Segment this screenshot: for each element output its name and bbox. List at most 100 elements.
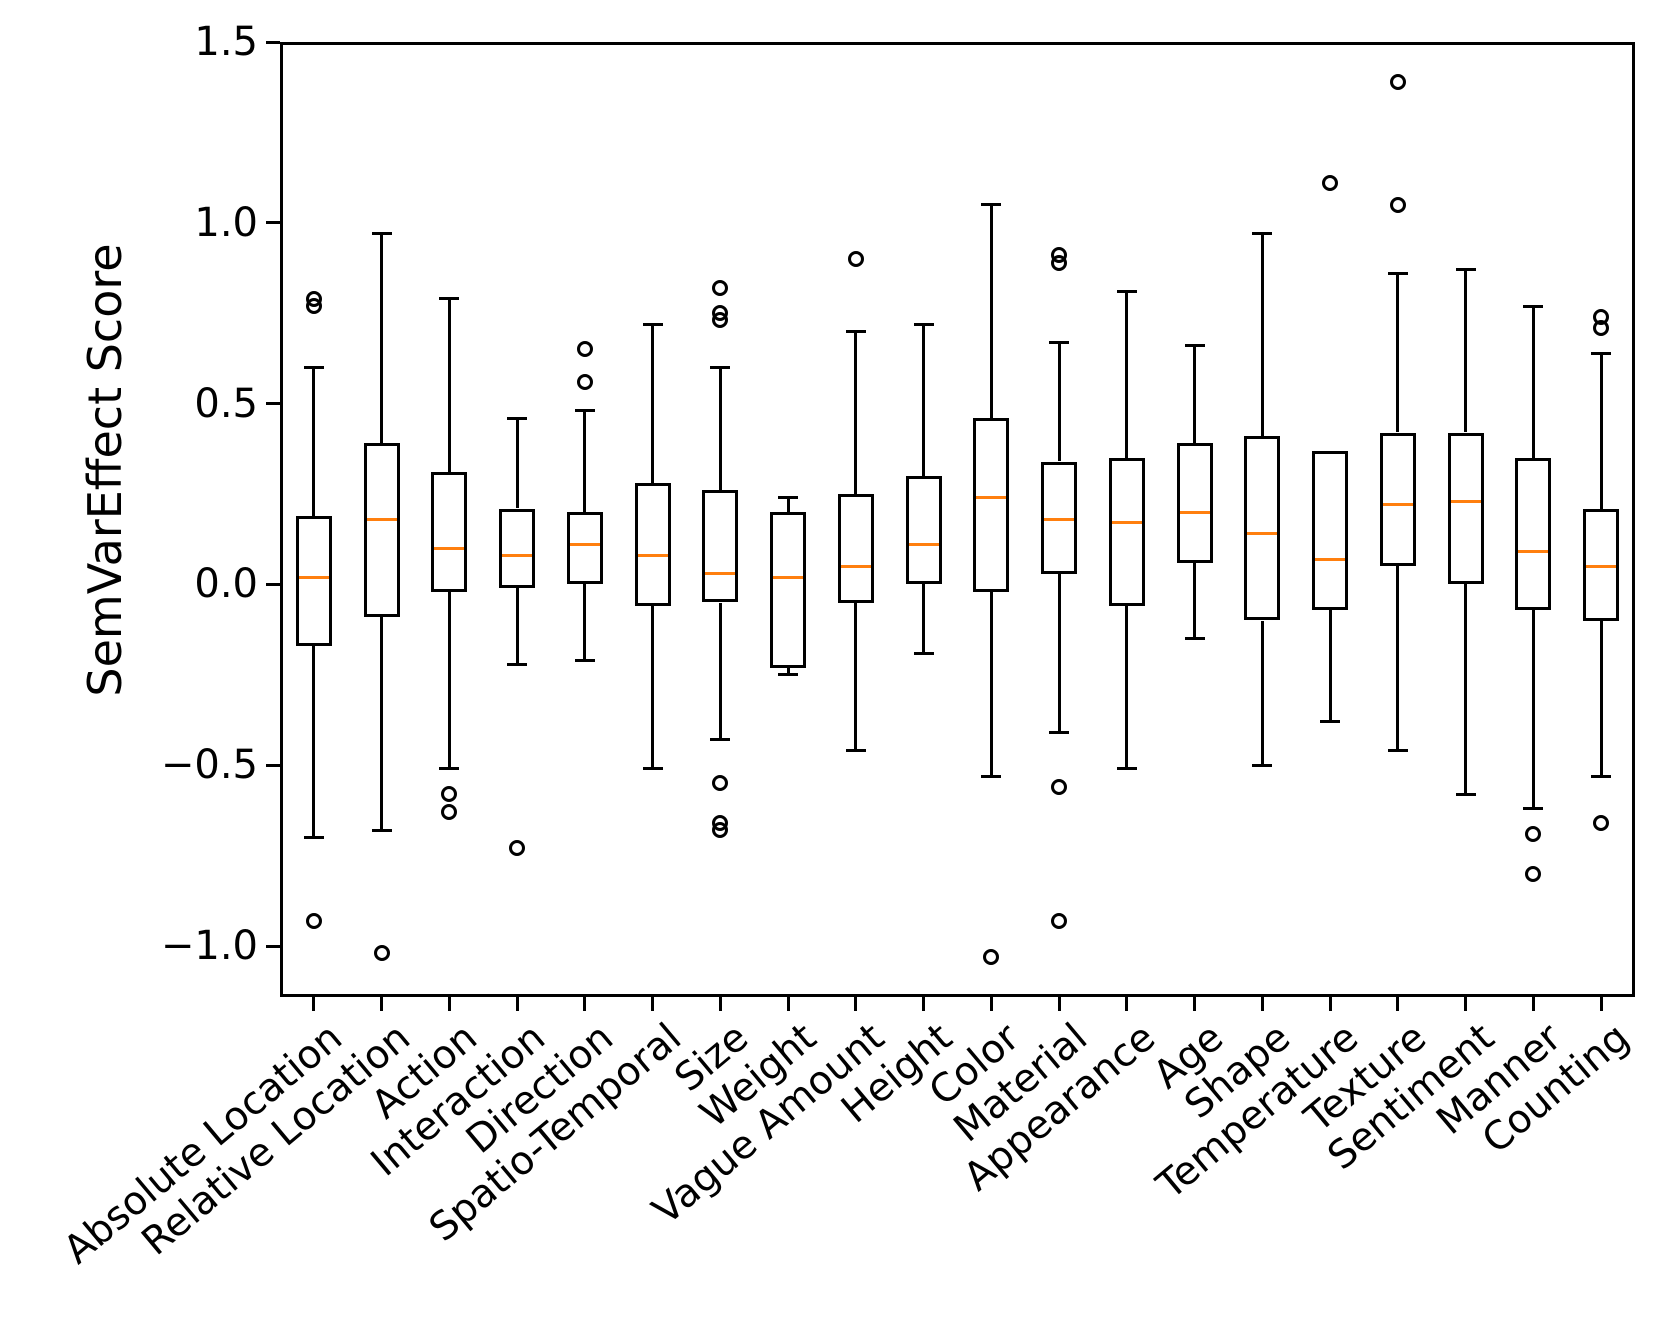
median-color (976, 496, 1007, 500)
cap-upper-interaction (507, 416, 528, 420)
whisker-upper-direction (583, 410, 587, 512)
y-tick-label: 1.0 (194, 199, 258, 246)
whisker-upper-shape (1260, 233, 1264, 437)
flier-point-direction (576, 341, 593, 358)
cap-upper-texture (1387, 271, 1408, 275)
y-tick (266, 582, 280, 586)
cap-upper-size (710, 365, 731, 369)
whisker-lower-appearance (1125, 606, 1129, 769)
cap-lower-size (710, 738, 731, 742)
whisker-lower-spatio-temporal (651, 606, 655, 769)
y-tick (266, 221, 280, 225)
whisker-upper-material (1057, 342, 1061, 462)
whisker-upper-weight (786, 497, 790, 513)
whisker-lower-temperature (1328, 609, 1332, 722)
x-tick (1464, 997, 1468, 1011)
flier-point-manner (1525, 865, 1542, 882)
flier-point-size (712, 775, 729, 792)
flier-point-absolute-location (305, 912, 322, 929)
x-tick (1193, 997, 1197, 1011)
cap-upper-vague-amount (845, 329, 866, 333)
cap-lower-direction (574, 658, 595, 662)
whisker-lower-shape (1260, 620, 1264, 766)
whisker-upper-interaction (515, 418, 519, 509)
cap-upper-appearance (1116, 290, 1137, 293)
flier-point-action (441, 786, 458, 803)
box-action (431, 472, 468, 592)
whisker-lower-interaction (515, 588, 519, 664)
whisker-lower-texture (1396, 566, 1400, 751)
cap-upper-direction (574, 409, 595, 413)
cap-upper-age (1184, 344, 1205, 348)
box-spatio-temporal (634, 483, 671, 607)
whisker-lower-height (922, 584, 926, 654)
flier-point-manner (1525, 825, 1542, 842)
whisker-upper-manner (1531, 306, 1535, 458)
whisker-upper-height (922, 324, 926, 476)
x-tick (786, 997, 790, 1011)
cap-lower-age (1184, 637, 1205, 641)
y-tick-label: −0.5 (160, 742, 258, 789)
whisker-upper-action (447, 298, 451, 473)
box-appearance (1108, 457, 1145, 607)
median-vague-amount (840, 564, 871, 568)
x-tick (312, 997, 316, 1011)
cap-upper-spatio-temporal (642, 322, 663, 326)
x-tick (651, 997, 655, 1011)
flier-point-texture (1389, 196, 1406, 213)
cap-upper-counting (1591, 351, 1612, 355)
flier-point-relative-location (373, 945, 390, 962)
median-shape (1247, 532, 1278, 536)
whisker-lower-color (989, 591, 993, 776)
median-relative-location (366, 517, 397, 521)
cap-lower-sentiment (1455, 792, 1476, 796)
cap-upper-color (981, 203, 1002, 207)
median-age (1179, 510, 1210, 514)
median-height (908, 543, 939, 547)
flier-point-color (983, 948, 1000, 965)
cap-upper-weight (778, 496, 799, 500)
cap-lower-texture (1387, 749, 1408, 753)
x-tick (583, 997, 587, 1011)
y-tick (266, 944, 280, 948)
cap-upper-height (913, 322, 934, 326)
cap-lower-relative-location (371, 828, 392, 832)
whisker-lower-vague-amount (854, 602, 858, 751)
whisker-lower-action (447, 591, 451, 769)
box-height (905, 475, 942, 585)
median-counting (1586, 564, 1617, 568)
box-relative-location (363, 443, 400, 617)
whisker-upper-texture (1396, 273, 1400, 433)
cap-upper-shape (1252, 232, 1273, 236)
median-weight (773, 575, 804, 579)
x-tick (1260, 997, 1264, 1011)
cap-lower-material (1049, 731, 1070, 735)
flier-point-size (712, 822, 729, 839)
flier-point-material (1051, 912, 1068, 929)
flier-point-material (1051, 778, 1068, 795)
flier-point-vague-amount (847, 251, 864, 267)
cap-upper-action (439, 297, 460, 301)
median-spatio-temporal (637, 554, 668, 557)
cap-lower-vague-amount (845, 749, 866, 753)
x-tick (718, 997, 722, 1011)
cap-upper-sentiment (1455, 268, 1476, 272)
median-interaction (502, 554, 533, 557)
whisker-upper-color (989, 204, 993, 418)
y-tick-label: −1.0 (160, 923, 258, 969)
whisker-lower-weight (786, 667, 790, 675)
y-tick (266, 402, 280, 406)
x-tick (1599, 997, 1603, 1011)
cap-lower-spatio-temporal (642, 767, 663, 771)
median-absolute-location (298, 575, 329, 579)
whisker-lower-material (1057, 573, 1061, 733)
x-tick (1396, 997, 1400, 1011)
box-absolute-location (295, 515, 332, 646)
flier-point-texture (1389, 73, 1406, 90)
whisker-upper-size (718, 367, 722, 491)
x-tick-label-absolute-location: Absolute Location (55, 1015, 351, 1274)
flier-point-material (1051, 254, 1068, 271)
flier-point-counting (1593, 815, 1610, 832)
median-manner (1518, 550, 1549, 554)
